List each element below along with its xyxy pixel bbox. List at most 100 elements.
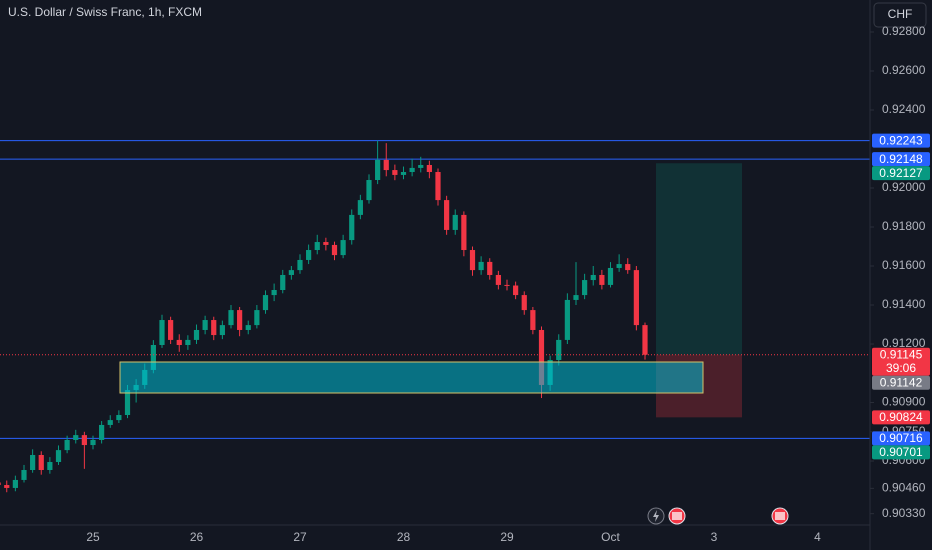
- candle-body: [21, 470, 27, 480]
- candle-body: [504, 284, 510, 286]
- candle-body: [340, 240, 346, 256]
- candle-body: [366, 180, 372, 201]
- x-tick-label: 27: [293, 530, 307, 544]
- candle-body: [107, 420, 113, 425]
- x-tick-label: 28: [397, 530, 411, 544]
- price-label: 0.92127: [879, 166, 923, 180]
- candle-body: [228, 310, 234, 326]
- candle-body: [99, 424, 105, 440]
- candle-body: [556, 339, 562, 361]
- candle-body: [262, 295, 269, 311]
- y-tick-label: 0.92600: [882, 63, 926, 77]
- candle-body: [0, 482, 1, 486]
- price-label-box: [872, 375, 930, 390]
- candle-body: [211, 320, 217, 336]
- candle-body: [90, 439, 96, 446]
- price-label: 0.92243: [879, 133, 923, 147]
- candle-body: [150, 344, 156, 370]
- candle-body: [55, 450, 62, 463]
- candle-body: [47, 462, 53, 471]
- candle-body: [513, 285, 519, 296]
- candle-body: [444, 200, 450, 230]
- price-label-box: [872, 152, 930, 167]
- lightning-icon: [653, 510, 659, 522]
- candle-body: [193, 329, 200, 340]
- price-label-box: [872, 133, 930, 148]
- candle-body: [582, 280, 588, 296]
- price-label: 0.90701: [879, 445, 923, 459]
- candle-body: [495, 274, 501, 285]
- currency-button[interactable]: [873, 2, 927, 28]
- y-tick-label: 0.90460: [882, 481, 926, 495]
- y-tick-label: 0.91400: [882, 297, 926, 311]
- y-tick-label: 0.92400: [882, 102, 926, 116]
- event-icons: [647, 507, 789, 525]
- candle-body: [478, 261, 484, 271]
- candle-body: [538, 329, 545, 385]
- price-label-box: [872, 431, 930, 446]
- candle-body: [409, 167, 415, 173]
- candle-body: [383, 159, 389, 171]
- candle-body: [271, 289, 277, 296]
- price-label: 0.90824: [879, 410, 923, 424]
- candle-body: [331, 244, 338, 256]
- x-tick-label: 3: [711, 530, 718, 544]
- plot-area: [0, 140, 870, 493]
- y-tick-label: 0.92800: [882, 24, 926, 38]
- candle-body: [185, 339, 191, 345]
- candle-body: [564, 299, 570, 340]
- price-label-box: [872, 166, 930, 181]
- support-zone: [119, 361, 704, 394]
- countdown-label: 39:06: [886, 361, 916, 375]
- candle-body: [590, 274, 596, 281]
- candle-body: [487, 261, 493, 275]
- candle-body: [254, 310, 260, 326]
- candle-body: [357, 200, 363, 215]
- candle-body: [288, 270, 294, 275]
- candle-body: [306, 250, 312, 260]
- candle-body: [375, 159, 381, 181]
- candle-body: [323, 242, 329, 245]
- candle-body: [30, 454, 36, 471]
- y-tick-label: 0.91200: [882, 336, 926, 350]
- candle-body: [607, 267, 614, 285]
- candle-body: [176, 339, 182, 345]
- candle-body: [245, 325, 251, 330]
- y-tick-label: 0.91800: [882, 219, 926, 233]
- flag-stripes: [775, 512, 785, 520]
- price-label: 0.90716: [879, 431, 923, 445]
- candle-body: [168, 320, 174, 340]
- candle-body: [219, 325, 225, 336]
- candle-body: [633, 270, 639, 326]
- candle-body: [573, 295, 579, 300]
- y-tick-label: 0.92000: [882, 180, 926, 194]
- x-tick-label: Oct: [601, 530, 620, 544]
- candle-body: [12, 479, 18, 488]
- price-label: 0.91142: [880, 375, 923, 389]
- candle-body: [599, 274, 605, 285]
- x-tick-label: 26: [190, 530, 204, 544]
- price-label-box: [872, 445, 930, 460]
- price-label-box: [872, 410, 930, 425]
- candle-body: [418, 164, 424, 168]
- candle-body: [202, 320, 208, 330]
- candle-body: [4, 485, 10, 488]
- y-tick-label: 0.90330: [882, 506, 926, 520]
- candle-body: [616, 264, 622, 268]
- candle-body: [314, 242, 320, 251]
- chart-title: U.S. Dollar / Swiss Franc, 1h, FXCM: [8, 5, 202, 19]
- profit-zone: [656, 163, 742, 355]
- candle-body: [452, 214, 458, 230]
- currency-label[interactable]: CHF: [888, 7, 913, 21]
- candle-body: [280, 274, 286, 290]
- flag-stripes: [672, 512, 682, 520]
- candle-body: [426, 164, 432, 173]
- price-label-box: [872, 347, 930, 376]
- candle-body: [124, 390, 131, 416]
- candle-body: [237, 310, 243, 330]
- y-tick-label: 0.90900: [882, 395, 926, 409]
- candle-body: [435, 172, 441, 201]
